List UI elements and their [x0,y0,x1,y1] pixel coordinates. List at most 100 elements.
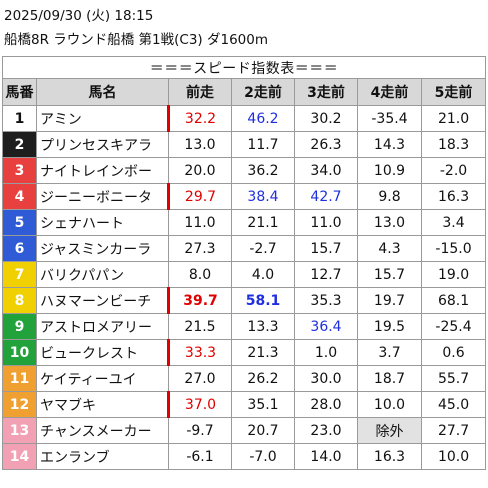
horse-number: 14 [2,443,37,470]
speed-index-cell: 15.7 [294,235,358,262]
horse-name: ジャスミンカーラ [36,235,169,262]
table-row: 8 ハヌマーンビーチ 39.7 58.1 35.3 19.7 68.1 [2,287,487,314]
speed-index-cell: 3.4 [420,209,487,236]
horse-name: ジーニーボニータ [36,183,170,210]
col-header-horse-name: 馬名 [36,78,169,106]
horse-name: ビュークレスト [36,339,170,366]
speed-index-cell: 30.0 [294,365,358,392]
col-header-4-races-ago: 4走前 [357,78,422,106]
speed-index-cell: 26.3 [294,131,358,158]
speed-index-cell: -2.7 [231,235,295,262]
table-row: 13 チャンスメーカー -9.7 20.7 23.0 除外 27.7 [2,417,487,444]
speed-index-cell: 1.0 [294,339,358,366]
speed-index-cell: 19.0 [420,261,487,288]
speed-index-cell: 0.6 [420,339,487,366]
table-row: 14 エンランブ -6.1 -7.0 14.0 16.3 10.0 [2,443,487,470]
speed-index-table: ＝＝＝スピード指数表＝＝＝ 馬番 馬名 前走 2走前 3走前 4走前 5走前 1… [1,56,487,470]
speed-index-cell: 13.3 [231,313,295,340]
horse-number: 11 [2,365,37,392]
speed-index-cell: 27.0 [168,365,232,392]
horse-name: アミン [36,105,170,132]
speed-index-cell: 11.7 [231,131,295,158]
horse-name: アストロメアリー [36,313,169,340]
speed-index-cell: -2.0 [420,157,487,184]
speed-index-cell: 3.7 [357,339,422,366]
table-row: 9 アストロメアリー 21.5 13.3 36.4 19.5 -25.4 [2,313,487,340]
race-title: 船橋8R ラウンド船橋 第1戦(C3) ダ1600m [4,32,268,48]
speed-index-cell: 21.1 [231,209,295,236]
table-row: 7 バリクパパン 8.0 4.0 12.7 15.7 19.0 [2,261,487,288]
speed-index-cell: 27.7 [420,417,487,444]
horse-number: 12 [2,391,37,418]
speed-index-cell: 14.0 [294,443,358,470]
column-headers: 馬番 馬名 前走 2走前 3走前 4走前 5走前 [2,78,487,106]
speed-index-cell: 58.1 [231,287,295,314]
speed-index-cell: 4.3 [357,235,422,262]
table-row: 3 ナイトレインボー 20.0 36.2 34.0 10.9 -2.0 [2,157,487,184]
speed-index-cell: 21.3 [231,339,295,366]
speed-index-cell: 16.3 [357,443,422,470]
table-row: 4 ジーニーボニータ 29.7 38.4 42.7 9.8 16.3 [2,183,487,210]
speed-index-cell: 36.2 [231,157,295,184]
horse-name: プリンセスキアラ [36,131,169,158]
col-header-number: 馬番 [2,78,37,106]
horse-name: ハヌマーンビーチ [36,287,170,314]
table-row: 1 アミン 32.2 46.2 30.2 -35.4 21.0 [2,105,487,132]
speed-index-cell: 18.3 [420,131,487,158]
horse-number: 5 [2,209,37,236]
table-title: ＝＝＝スピード指数表＝＝＝ [1,56,487,79]
horse-number: 7 [2,261,37,288]
horse-name: エンランブ [36,443,169,470]
speed-index-cell: 27.3 [168,235,232,262]
speed-index-cell: 35.1 [231,391,295,418]
speed-index-cell: 18.7 [357,365,422,392]
horse-number: 8 [2,287,37,314]
speed-index-cell: -35.4 [357,105,422,132]
horse-name: バリクパパン [36,261,169,288]
table-row: 12 ヤマブキ 37.0 35.1 28.0 10.0 45.0 [2,391,487,418]
speed-index-cell: 39.7 [168,287,232,314]
horse-number: 2 [2,131,37,158]
table-row: 10 ビュークレスト 33.3 21.3 1.0 3.7 0.6 [2,339,487,366]
speed-index-cell: -15.0 [420,235,487,262]
speed-index-cell: -9.7 [168,417,232,444]
speed-index-cell: 10.9 [357,157,422,184]
speed-index-cell: 19.7 [357,287,422,314]
horse-name: ナイトレインボー [36,157,169,184]
speed-index-cell: 除外 [357,417,422,444]
speed-index-cell: 21.5 [168,313,232,340]
speed-index-cell: 10.0 [357,391,422,418]
col-header-last-race: 前走 [168,78,232,106]
speed-index-cell: 12.7 [294,261,358,288]
speed-index-cell: 19.5 [357,313,422,340]
speed-index-cell: 8.0 [168,261,232,288]
speed-index-cell: 11.0 [294,209,358,236]
speed-index-cell: -6.1 [168,443,232,470]
speed-index-cell: 20.7 [231,417,295,444]
speed-index-cell: 34.0 [294,157,358,184]
speed-index-cell: 42.7 [294,183,358,210]
speed-index-cell: 26.2 [231,365,295,392]
speed-index-cell: 38.4 [231,183,295,210]
horse-number: 13 [2,417,37,444]
horse-number: 3 [2,157,37,184]
speed-index-cell: 28.0 [294,391,358,418]
speed-index-cell: 10.0 [420,443,487,470]
horse-number: 1 [2,105,37,132]
horse-name: ケイティーユイ [36,365,169,392]
table-row: 5 シェナハート 11.0 21.1 11.0 13.0 3.4 [2,209,487,236]
speed-index-cell: -25.4 [420,313,487,340]
speed-index-cell: 13.0 [168,131,232,158]
speed-index-cell: 14.3 [357,131,422,158]
horse-number: 4 [2,183,37,210]
speed-index-cell: 13.0 [357,209,422,236]
speed-index-cell: 45.0 [420,391,487,418]
col-header-5-races-ago: 5走前 [420,78,487,106]
speed-index-cell: 4.0 [231,261,295,288]
col-header-3-races-ago: 3走前 [294,78,358,106]
col-header-2-races-ago: 2走前 [231,78,295,106]
table-row: 6 ジャスミンカーラ 27.3 -2.7 15.7 4.3 -15.0 [2,235,487,262]
speed-index-cell: 23.0 [294,417,358,444]
race-datetime: 2025/09/30 (火) 18:15 [4,8,154,24]
